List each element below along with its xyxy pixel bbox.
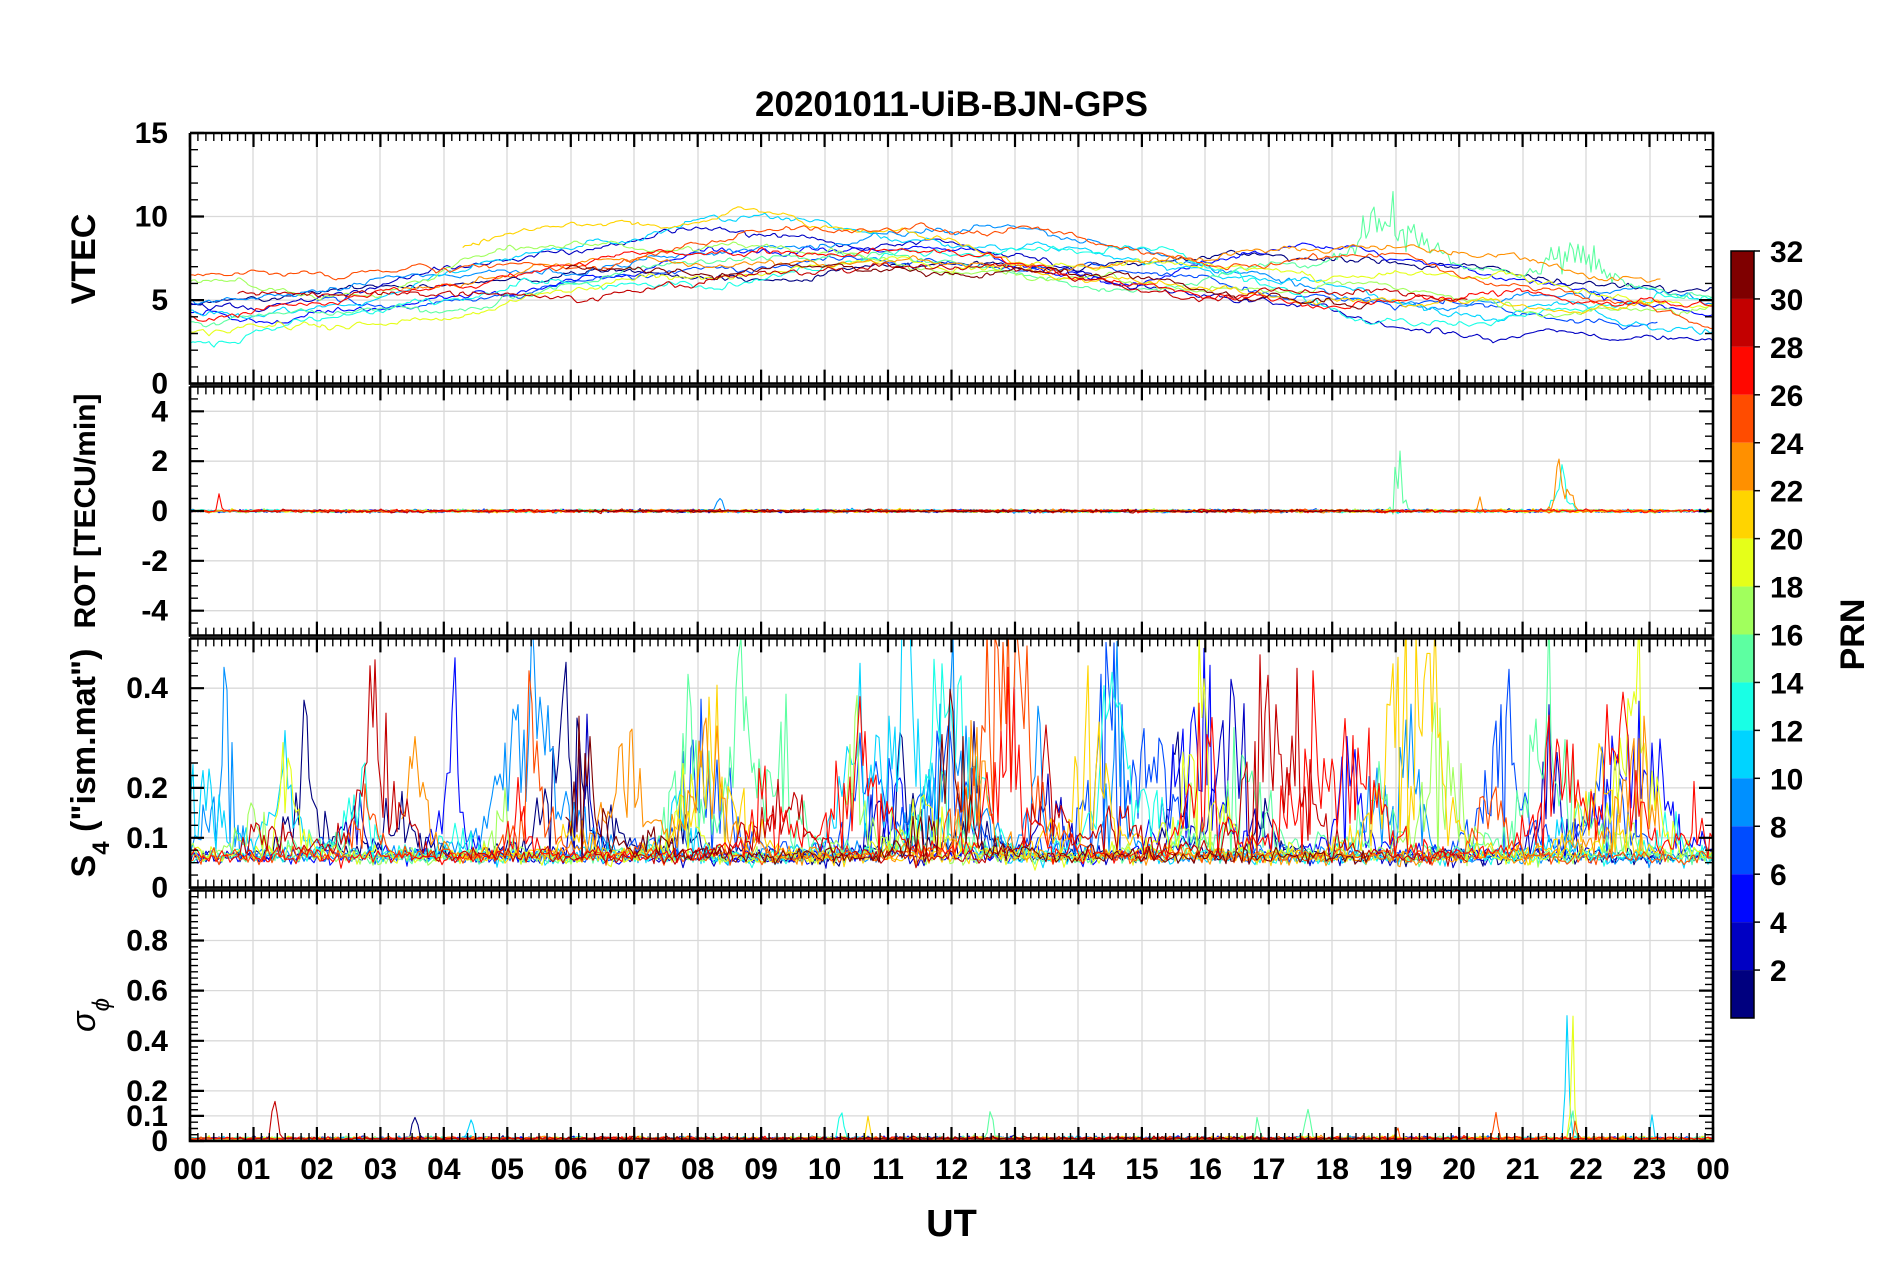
svg-text:15: 15 (1125, 1153, 1158, 1186)
svg-text:12: 12 (1770, 715, 1803, 748)
svg-text:23: 23 (1633, 1153, 1666, 1186)
svg-text:05: 05 (491, 1153, 524, 1186)
svg-text:0: 0 (151, 872, 168, 905)
svg-text:8: 8 (1770, 811, 1787, 844)
svg-text:-4: -4 (141, 595, 168, 628)
svg-text:10: 10 (135, 201, 168, 234)
svg-text:22: 22 (1770, 476, 1803, 509)
svg-text:03: 03 (364, 1153, 397, 1186)
svg-text:11: 11 (872, 1153, 904, 1186)
svg-text:10: 10 (808, 1153, 841, 1186)
svg-text:4: 4 (151, 395, 168, 428)
svg-text:0: 0 (151, 495, 168, 528)
svg-text:13: 13 (998, 1153, 1031, 1186)
svg-text:19: 19 (1379, 1153, 1412, 1186)
svg-text:17: 17 (1252, 1153, 1285, 1186)
svg-text:22: 22 (1569, 1153, 1602, 1186)
svg-text:18: 18 (1316, 1153, 1349, 1186)
svg-text:07: 07 (618, 1153, 651, 1186)
svg-text:09: 09 (744, 1153, 777, 1186)
svg-text:0.2: 0.2 (126, 772, 168, 805)
svg-text:04: 04 (427, 1153, 461, 1186)
svg-text:-2: -2 (141, 545, 168, 578)
svg-text:00: 00 (1696, 1153, 1729, 1186)
svg-text:02: 02 (300, 1153, 333, 1186)
svg-text:08: 08 (681, 1153, 714, 1186)
svg-text:28: 28 (1770, 332, 1803, 365)
svg-text:PRN: PRN (1834, 599, 1872, 671)
svg-text:15: 15 (135, 117, 168, 150)
svg-text:4: 4 (1770, 907, 1787, 940)
svg-text:0.6: 0.6 (126, 975, 168, 1008)
svg-text:30: 30 (1770, 284, 1803, 317)
svg-text:16: 16 (1189, 1153, 1222, 1186)
svg-text:0.4: 0.4 (126, 672, 168, 705)
svg-text:12: 12 (935, 1153, 968, 1186)
svg-text:6: 6 (1770, 859, 1787, 892)
svg-text:24: 24 (1770, 428, 1804, 461)
svg-text:00: 00 (173, 1153, 206, 1186)
svg-text:21: 21 (1506, 1153, 1539, 1186)
svg-text:16: 16 (1770, 620, 1803, 653)
svg-text:32: 32 (1770, 236, 1803, 269)
svg-text:14: 14 (1062, 1153, 1096, 1186)
svg-text:2: 2 (151, 445, 168, 478)
svg-text:0.2: 0.2 (126, 1075, 168, 1108)
svg-text:20: 20 (1770, 524, 1803, 557)
svg-text:5: 5 (151, 284, 168, 317)
svg-text:UT: UT (926, 1203, 977, 1245)
svg-text:VTEC: VTEC (65, 214, 103, 305)
svg-text:01: 01 (237, 1153, 270, 1186)
svg-text:20: 20 (1442, 1153, 1475, 1186)
svg-text:0.4: 0.4 (126, 1025, 168, 1058)
svg-text:2: 2 (1770, 955, 1787, 988)
svg-text:18: 18 (1770, 572, 1803, 605)
svg-text:0.1: 0.1 (126, 822, 168, 855)
svg-text:26: 26 (1770, 380, 1803, 413)
svg-text:14: 14 (1770, 667, 1804, 700)
svg-text:ROT [TECU/min]: ROT [TECU/min] (69, 394, 102, 629)
svg-text:20201011-UiB-BJN-GPS: 20201011-UiB-BJN-GPS (755, 85, 1148, 124)
svg-text:0.8: 0.8 (126, 925, 168, 958)
svg-text:10: 10 (1770, 763, 1803, 796)
svg-text:06: 06 (554, 1153, 587, 1186)
